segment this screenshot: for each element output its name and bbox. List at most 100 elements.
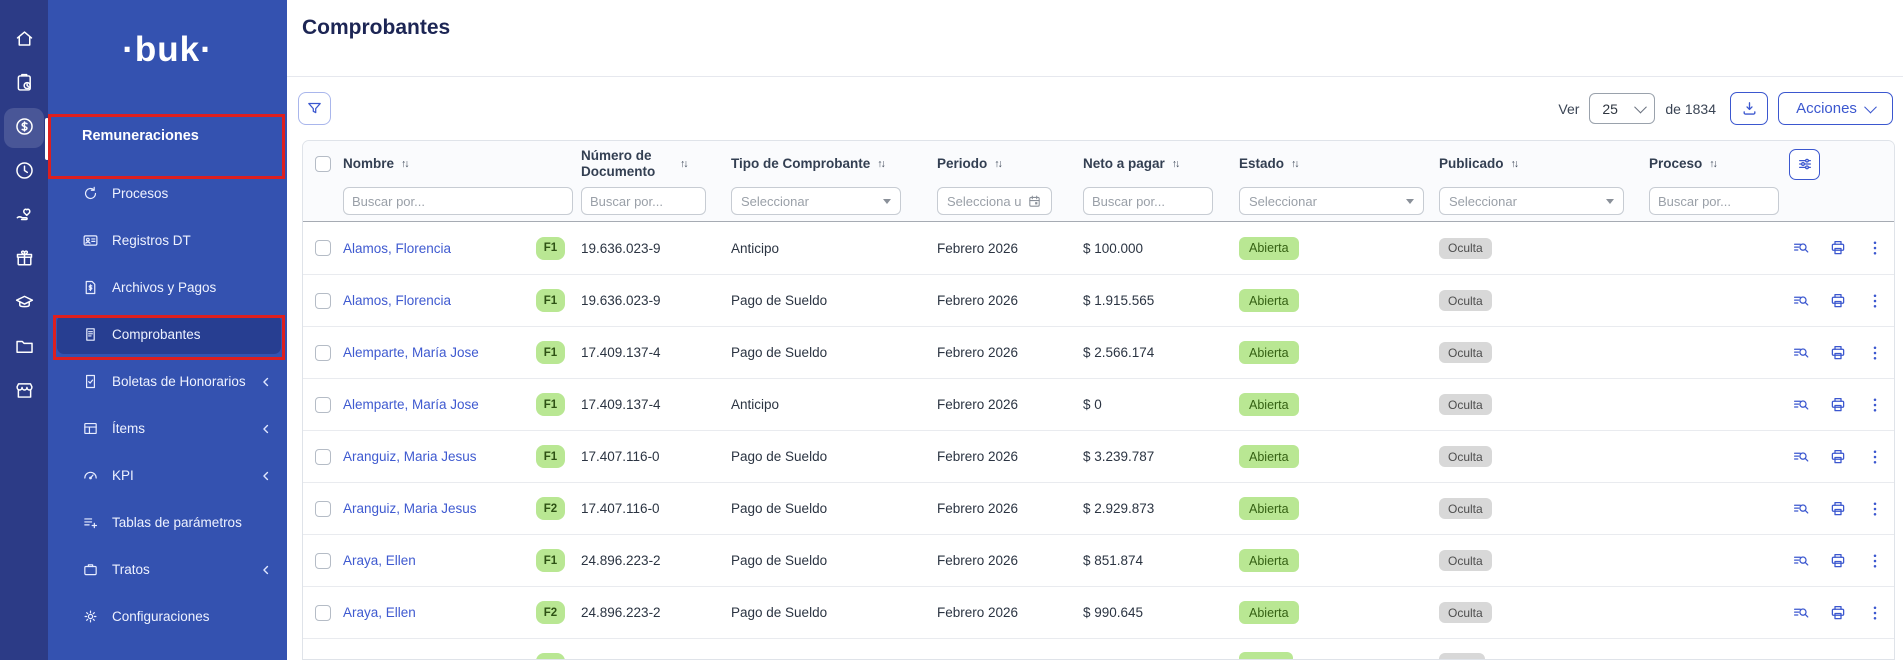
sort-icon[interactable]: ↑↓ <box>680 158 688 170</box>
sidebar-item-configuraciones[interactable]: Configuraciones <box>48 593 287 640</box>
search-details-icon <box>1792 552 1810 570</box>
sidebar-item-label: Comprobantes <box>112 327 201 342</box>
row-checkbox[interactable] <box>315 292 331 309</box>
filter-input-numero-de-documento[interactable] <box>581 187 706 215</box>
kebab-menu-button[interactable] <box>1865 447 1885 467</box>
chevron-left-icon[interactable] <box>259 422 273 436</box>
rail-item-storefront[interactable] <box>4 372 44 412</box>
id-card-icon <box>82 232 99 249</box>
rail-item-graduation-cap[interactable] <box>4 284 44 324</box>
filter-input-proceso[interactable] <box>1649 187 1779 215</box>
row-checkbox[interactable] <box>315 552 331 569</box>
kebab-menu-button[interactable] <box>1865 291 1885 311</box>
sort-icon[interactable]: ↑↓ <box>1510 157 1519 170</box>
print-button[interactable] <box>1828 447 1848 467</box>
chevron-left-icon[interactable] <box>259 375 273 389</box>
kebab-menu-button[interactable] <box>1865 551 1885 571</box>
row-checkbox[interactable] <box>315 500 331 517</box>
employee-name-link[interactable]: Alemparte, María Jose <box>343 397 479 412</box>
toolbar-right: Ver 25 de 1834 Acciones <box>1558 92 1893 125</box>
chevron-left-icon[interactable] <box>259 563 273 577</box>
status-badge: Abierta <box>1239 497 1299 520</box>
search-details-button[interactable] <box>1791 343 1811 363</box>
print-button[interactable] <box>1828 395 1848 415</box>
table-row: Alamos, Florencia F1 19.636.023-9 Pago de S… <box>303 274 1894 326</box>
filter-cell-numero-de-documento <box>581 187 731 215</box>
kebab-menu-button[interactable] <box>1865 395 1885 415</box>
row-checkbox[interactable] <box>315 240 331 256</box>
search-details-button[interactable] <box>1791 395 1811 415</box>
rail-item-hand-heart[interactable] <box>4 196 44 236</box>
print-button[interactable] <box>1828 238 1848 258</box>
row-checkbox[interactable] <box>315 344 331 361</box>
search-details-button[interactable] <box>1791 447 1811 467</box>
rail-item-folder[interactable] <box>4 328 44 368</box>
print-button[interactable] <box>1828 499 1848 519</box>
sidebar-item-comprobantes[interactable]: Comprobantes <box>48 311 287 358</box>
print-button[interactable] <box>1828 343 1848 363</box>
sidebar-item-procesos[interactable]: Procesos <box>48 170 287 217</box>
print-button[interactable] <box>1828 603 1848 623</box>
employee-name-link[interactable]: Araya, Ellen <box>343 553 416 568</box>
kebab-menu-button[interactable] <box>1865 603 1885 623</box>
employee-name-link[interactable]: Aranguiz, Maria Jesus <box>343 449 477 464</box>
acciones-button[interactable]: Acciones <box>1778 92 1893 125</box>
filter-input-nombre[interactable] <box>343 187 573 215</box>
sort-icon[interactable]: ↑↓ <box>877 157 885 170</box>
chevron-left-icon[interactable] <box>259 469 273 483</box>
select-all-checkbox[interactable] <box>315 156 331 172</box>
cell-estado: Abierta <box>1239 289 1439 312</box>
search-details-button[interactable] <box>1791 499 1811 519</box>
search-details-button[interactable] <box>1791 291 1811 311</box>
search-details-button[interactable] <box>1791 551 1811 571</box>
row-checkbox-cell <box>303 448 343 465</box>
employee-name-link[interactable]: Alemparte, María Jose <box>343 345 479 360</box>
kebab-menu-button[interactable] <box>1865 343 1885 363</box>
employee-name-link[interactable]: Araya, Ellen <box>343 605 416 620</box>
filter-input-neto-a-pagar[interactable] <box>1083 187 1213 215</box>
print-button[interactable] <box>1828 551 1848 571</box>
search-details-button[interactable] <box>1791 238 1811 258</box>
cell-tipo: Pago de Sueldo <box>731 501 828 516</box>
sort-icon[interactable]: ↑↓ <box>1171 157 1180 170</box>
filter-select-tipo-de-comprobante[interactable]: Seleccionar <box>731 187 901 215</box>
filter-cell-neto-a-pagar <box>1083 187 1239 215</box>
sidebar-item-tablas-de-parametros[interactable]: Tablas de parámetros <box>48 499 287 546</box>
rail-item-clock[interactable] <box>4 152 44 192</box>
row-checkbox[interactable] <box>315 448 331 465</box>
sort-icon[interactable]: ↑↓ <box>994 157 1002 170</box>
employee-name-link[interactable]: Aranguiz, Maria Jesus <box>343 501 477 516</box>
sidebar-item-items[interactable]: Ítems <box>48 405 287 452</box>
print-button[interactable] <box>1828 291 1848 311</box>
row-checkbox[interactable] <box>315 396 331 413</box>
filter-select-publicado[interactable]: Seleccionar <box>1439 187 1624 215</box>
rail-item-clipboard-schedule[interactable] <box>4 64 44 104</box>
table-header-row: Nombre ↑↓ Número de Documento ↑↓ Tipo de Com… <box>303 141 1894 187</box>
row-checkbox[interactable] <box>315 604 331 621</box>
sidebar-item-label: Tratos <box>112 562 150 577</box>
employee-name-link[interactable]: Alamos, Florencia <box>343 240 452 256</box>
rail-item-gift[interactable] <box>4 240 44 280</box>
employee-name-link[interactable]: Alamos, Florencia <box>343 293 452 308</box>
sort-icon[interactable]: ↑↓ <box>1291 157 1299 170</box>
page-size-select[interactable]: 25 <box>1589 93 1656 124</box>
kebab-menu-button[interactable] <box>1865 238 1885 258</box>
sidebar-item-registros-dt[interactable]: Registros DT <box>48 217 287 264</box>
filter-select-estado[interactable]: Seleccionar <box>1239 187 1424 215</box>
download-button[interactable] <box>1730 92 1768 125</box>
sort-icon[interactable]: ↑↓ <box>1709 157 1717 170</box>
filter-button[interactable] <box>298 92 331 125</box>
kebab-menu-button[interactable] <box>1865 499 1885 519</box>
document-dollar-icon <box>82 279 99 296</box>
column-settings-button[interactable] <box>1789 148 1820 180</box>
calendar-icon <box>1027 194 1042 209</box>
filter-date-periodo[interactable]: Selecciona u <box>937 187 1052 215</box>
sidebar-item-tratos[interactable]: Tratos <box>48 546 287 593</box>
sidebar-item-kpi[interactable]: KPI <box>48 452 287 499</box>
rail-item-home[interactable] <box>4 20 44 60</box>
sort-icon[interactable]: ↑↓ <box>401 157 409 170</box>
search-details-button[interactable] <box>1791 603 1811 623</box>
rail-item-dollar-coin[interactable] <box>4 108 44 148</box>
sidebar-item-archivos-y-pagos[interactable]: Archivos y Pagos <box>48 264 287 311</box>
sidebar-item-boletas-de-honorarios[interactable]: Boletas de Honorarios <box>48 358 287 405</box>
